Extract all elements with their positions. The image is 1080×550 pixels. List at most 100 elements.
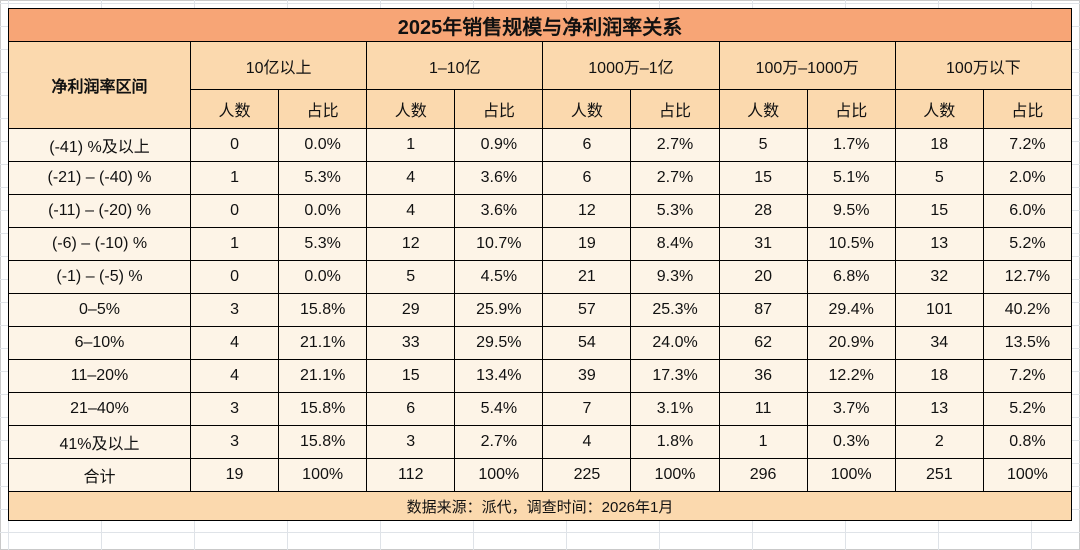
cell: 5.2% [982, 392, 1073, 426]
cell: 0.0% [278, 128, 368, 162]
cell: 33 [366, 326, 456, 360]
row-label: (-11) – (-20) % [8, 194, 191, 228]
cell: 0.9% [454, 128, 544, 162]
cell: 3 [189, 425, 280, 459]
cell: 29.4% [806, 293, 896, 327]
row-label: (-41) %及以上 [8, 128, 191, 162]
cell: 0.3% [806, 425, 896, 459]
cell: 24.0% [630, 326, 720, 360]
cell: 3.6% [454, 161, 544, 195]
cell: 4 [366, 194, 456, 228]
table-row: 0–5% 3 15.8% 29 25.9% 57 25.3% 87 29.4% … [8, 293, 1073, 327]
cell: 29 [366, 293, 456, 327]
cell: 9.3% [630, 260, 720, 294]
cell: 6 [542, 161, 632, 195]
cell: 20.9% [806, 326, 896, 360]
cell: 0.0% [278, 194, 368, 228]
cell: 5.3% [278, 227, 368, 261]
cell: 6.0% [982, 194, 1073, 228]
cell: 15.8% [278, 392, 368, 426]
group-header: 1000万–1亿 [542, 41, 720, 90]
cell: 54 [542, 326, 632, 360]
cell: 8.4% [630, 227, 720, 261]
cell: 112 [366, 458, 456, 492]
cell: 4 [189, 359, 280, 393]
sub-header-pct: 占比 [278, 89, 368, 129]
cell: 17.3% [630, 359, 720, 393]
group-header-row: 净利润率区间 10亿以上 1–10亿 1000万–1亿 100万–1000万 1… [8, 41, 1073, 129]
table-row-total: 合计 19 100% 112 100% 225 100% 296 100% 25… [8, 458, 1073, 492]
cell: 1.8% [630, 425, 720, 459]
cell: 32 [894, 260, 984, 294]
table-row: (-1) – (-5) % 0 0.0% 5 4.5% 21 9.3% 20 6… [8, 260, 1073, 294]
table-row: 21–40% 3 15.8% 6 5.4% 7 3.1% 11 3.7% 13 … [8, 392, 1073, 426]
cell: 5 [894, 161, 984, 195]
cell: 100% [454, 458, 544, 492]
cell: 3 [189, 392, 280, 426]
sub-header-count: 人数 [366, 89, 456, 129]
cell: 100% [278, 458, 368, 492]
cell: 3 [366, 425, 456, 459]
sub-header-row: 人数 占比 人数 占比 人数 占比 人数 占比 人数 占比 [9, 89, 1073, 129]
cell: 296 [718, 458, 808, 492]
cell: 6 [542, 128, 632, 162]
cell: 3.7% [806, 392, 896, 426]
cell: 9.5% [806, 194, 896, 228]
cell: 15 [718, 161, 808, 195]
table-row: (-6) – (-10) % 1 5.3% 12 10.7% 19 8.4% 3… [8, 227, 1073, 261]
cell: 21.1% [278, 326, 368, 360]
row-label: 0–5% [8, 293, 191, 327]
table-row: (-21) – (-40) % 1 5.3% 4 3.6% 6 2.7% 15 … [8, 161, 1073, 195]
cell: 0.0% [278, 260, 368, 294]
cell: 1 [189, 227, 280, 261]
group-header: 1–10亿 [366, 41, 544, 90]
cell: 10.5% [806, 227, 896, 261]
cell: 39 [542, 359, 632, 393]
cell: 5.3% [630, 194, 720, 228]
cell: 11 [718, 392, 808, 426]
group-header: 10亿以上 [189, 41, 368, 90]
cell: 12 [542, 194, 632, 228]
cell: 4 [366, 161, 456, 195]
cell: 1.7% [806, 128, 896, 162]
cell: 12.7% [982, 260, 1073, 294]
cell: 25.9% [454, 293, 544, 327]
cell: 3.1% [630, 392, 720, 426]
table-row: 6–10% 4 21.1% 33 29.5% 54 24.0% 62 20.9%… [8, 326, 1073, 360]
cell: 13 [894, 392, 984, 426]
cell: 12.2% [806, 359, 896, 393]
cell: 20 [718, 260, 808, 294]
row-label: 11–20% [8, 359, 191, 393]
cell: 31 [718, 227, 808, 261]
cell: 7 [542, 392, 632, 426]
table-container: 2025年销售规模与净利润率关系 净利润率区间 10亿以上 1–10亿 1000… [8, 8, 1073, 521]
cell: 1 [189, 161, 280, 195]
profit-margin-table: 2025年销售规模与净利润率关系 净利润率区间 10亿以上 1–10亿 1000… [8, 8, 1073, 521]
cell: 100% [806, 458, 896, 492]
cell: 21 [542, 260, 632, 294]
row-label: (-6) – (-10) % [8, 227, 191, 261]
sub-header-count: 人数 [542, 89, 632, 129]
cell: 4.5% [454, 260, 544, 294]
row-label: 6–10% [8, 326, 191, 360]
cell: 251 [894, 458, 984, 492]
cell: 18 [894, 128, 984, 162]
cell: 6.8% [806, 260, 896, 294]
cell: 21.1% [278, 359, 368, 393]
footer-row: 数据来源：派代，调查时间：2026年1月 [8, 491, 1072, 521]
cell: 15.8% [278, 425, 368, 459]
cell: 5.3% [278, 161, 368, 195]
cell: 19 [542, 227, 632, 261]
cell: 4 [542, 425, 632, 459]
cell: 3 [189, 293, 280, 327]
cell: 5 [718, 128, 808, 162]
cell: 5.4% [454, 392, 544, 426]
cell: 40.2% [982, 293, 1073, 327]
sub-header-pct: 占比 [982, 89, 1073, 129]
cell: 5.1% [806, 161, 896, 195]
title-row: 2025年销售规模与净利润率关系 [8, 8, 1072, 42]
cell: 0 [189, 128, 280, 162]
cell: 6 [366, 392, 456, 426]
sub-header-pct: 占比 [806, 89, 896, 129]
sub-header-count: 人数 [894, 89, 984, 129]
